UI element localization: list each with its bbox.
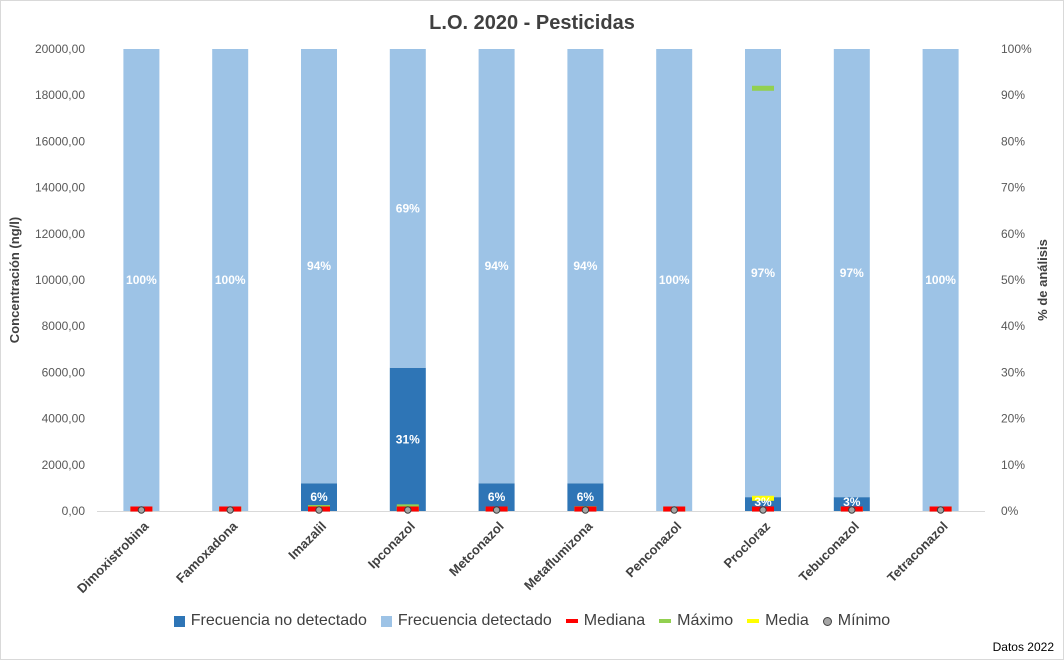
y2-tick-label: 60%	[1001, 227, 1025, 241]
data-label-no-detectado: 6%	[310, 490, 328, 504]
y2-tick-label: 0%	[1001, 504, 1019, 518]
legend: Frecuencia no detectado Frecuencia detec…	[0, 612, 1064, 630]
data-label-detectado: 97%	[751, 266, 775, 280]
data-label-detectado: 94%	[307, 259, 331, 273]
x-tick-label: Imazalil	[285, 519, 329, 563]
data-label-detectado: 69%	[396, 201, 420, 215]
data-label-no-detectado: 6%	[577, 490, 595, 504]
x-tick-label: Ipconazol	[365, 519, 418, 572]
bar-detectado	[123, 49, 160, 511]
y2-tick-label: 30%	[1001, 365, 1025, 379]
y2-tick-label: 90%	[1001, 88, 1025, 102]
bar-detectado	[389, 49, 426, 368]
y-tick-label: 18000,00	[35, 88, 85, 102]
data-label-detectado: 94%	[485, 259, 509, 273]
y2-tick-label: 80%	[1001, 134, 1025, 148]
data-label-detectado: 100%	[925, 273, 956, 287]
y-tick-label: 2000,00	[42, 458, 86, 472]
min-marker	[581, 506, 590, 514]
bar-detectado	[212, 49, 249, 511]
legend-label: Máximo	[677, 612, 734, 629]
min-marker	[137, 506, 146, 514]
bar-detectado	[833, 49, 870, 498]
bar-no-detectado	[389, 367, 426, 511]
bar-detectado	[301, 49, 337, 484]
legend-item-detectado: Frecuencia detectado	[380, 612, 552, 630]
y2-tick-label: 10%	[1001, 458, 1025, 472]
y2-axis-title: % de análisis	[1035, 239, 1050, 321]
y-tick-label: 8000,00	[42, 319, 86, 333]
y-tick-label: 20000,00	[35, 42, 85, 56]
x-tick-label: Penconazol	[623, 519, 685, 581]
x-tick-label: Metconazol	[446, 519, 507, 580]
legend-item-minimo: Mínimo	[822, 612, 891, 630]
legend-swatch	[747, 619, 760, 623]
min-marker	[936, 506, 945, 514]
y2-tick-label: 20%	[1001, 412, 1025, 426]
min-marker	[315, 506, 323, 514]
legend-label: Mínimo	[837, 612, 891, 629]
y-tick-label: 14000,00	[35, 181, 85, 195]
data-label-no-detectado: 6%	[488, 490, 506, 504]
y2-tick-label: 50%	[1001, 273, 1025, 287]
bar-detectado	[922, 49, 959, 511]
legend-swatch	[659, 619, 672, 623]
data-label-no-detectado: 3%	[754, 495, 772, 509]
data-label-detectado: 100%	[659, 273, 690, 287]
max-marker	[752, 85, 774, 91]
min-marker	[670, 506, 678, 514]
chart-title: L.O. 2020 - Pesticidas	[429, 12, 635, 34]
y-tick-label: 4000,00	[42, 412, 86, 426]
data-label-detectado: 94%	[573, 259, 597, 273]
legend-label: Mediana	[583, 612, 646, 629]
legend-item-maximo: Máximo	[659, 612, 733, 630]
min-marker	[492, 506, 501, 514]
bar-detectado	[567, 49, 604, 484]
y2-tick-label: 70%	[1001, 181, 1025, 195]
legend-swatch	[173, 615, 185, 627]
bar-detectado	[745, 49, 781, 498]
y-axis-title: Concentración (ng/l)	[7, 217, 22, 343]
x-tick-label: Metaflumizona	[521, 518, 596, 593]
x-tick-label: Tebuconazol	[796, 519, 862, 585]
footer-note: Datos 2022	[992, 640, 1054, 654]
x-tick-label: Dimoxistrobina	[74, 518, 152, 596]
legend-label: Frecuencia detectado	[397, 612, 552, 629]
y2-tick-label: 100%	[1001, 42, 1032, 56]
media-marker	[752, 495, 774, 501]
y-tick-label: 10000,00	[35, 273, 85, 287]
data-label-detectado: 100%	[215, 273, 246, 287]
bar-detectado	[656, 49, 693, 511]
legend-item-media: Media	[747, 612, 809, 630]
y-tick-label: 0,00	[62, 504, 86, 518]
data-label-detectado: 100%	[126, 273, 157, 287]
data-label-no-detectado: 3%	[843, 495, 861, 509]
legend-swatch	[380, 615, 392, 627]
legend-label: Media	[765, 612, 809, 629]
y2-tick-label: 40%	[1001, 319, 1025, 333]
min-marker	[848, 506, 856, 514]
y-tick-label: 6000,00	[42, 365, 86, 379]
min-marker	[759, 506, 767, 514]
y-tick-label: 12000,00	[35, 227, 85, 241]
legend-item-mediana: Mediana	[565, 612, 646, 630]
bar-detectado	[478, 49, 515, 484]
legend-swatch	[822, 616, 832, 626]
x-tick-label: Tetraconazol	[884, 519, 951, 586]
data-label-no-detectado: 31%	[396, 432, 420, 446]
y-tick-label: 16000,00	[35, 134, 85, 148]
x-tick-label: Procloraz	[721, 518, 774, 571]
x-tick-label: Famoxadona	[173, 518, 241, 586]
legend-item-no-detectado: Frecuencia no detectado	[173, 612, 367, 630]
data-label-detectado: 97%	[840, 266, 864, 280]
legend-label: Frecuencia no detectado	[190, 612, 367, 629]
min-marker	[226, 506, 234, 514]
legend-swatch	[565, 619, 578, 623]
min-marker	[404, 506, 412, 514]
